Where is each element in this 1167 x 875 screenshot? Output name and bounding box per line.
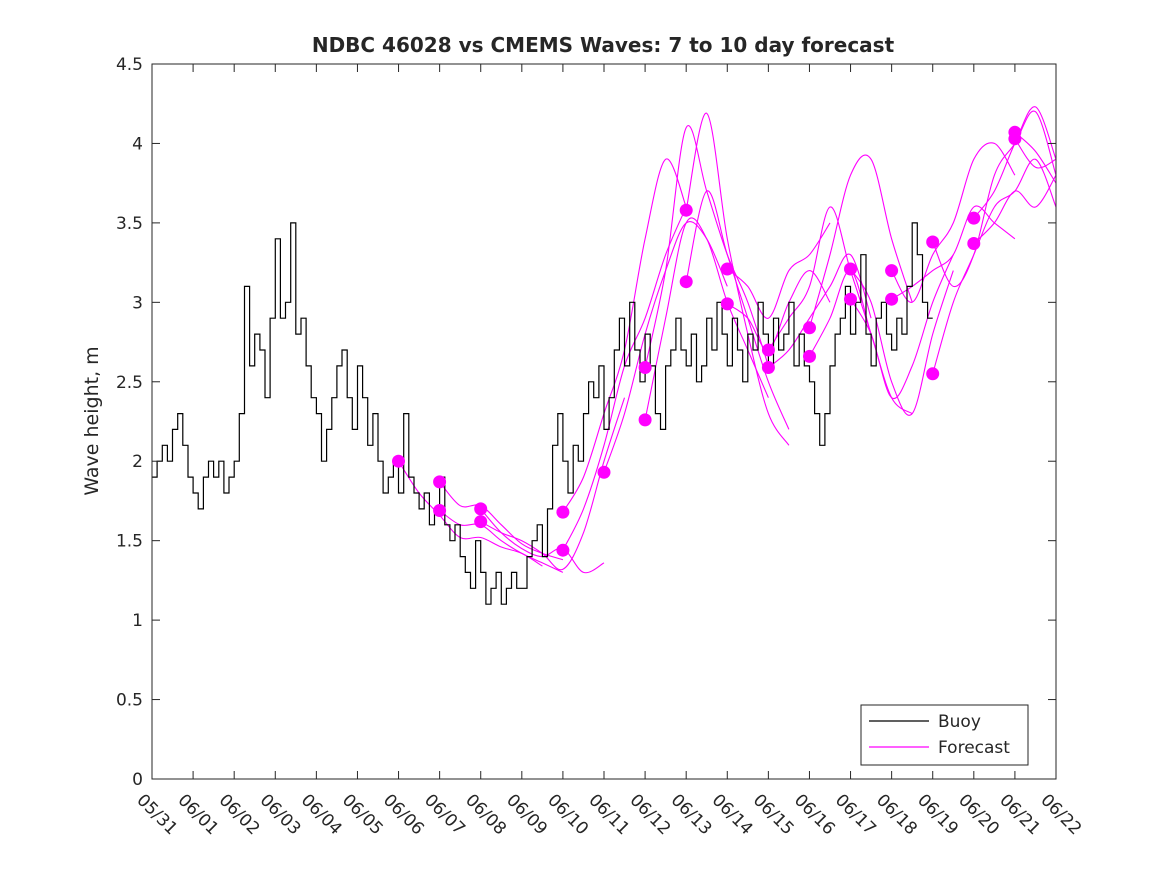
forecast-marker-3-0 <box>474 502 488 516</box>
forecast-marker-5-0 <box>556 505 570 519</box>
forecast-line-25 <box>973 174 1057 244</box>
legend-box <box>860 704 1029 766</box>
forecast-marker-12-0 <box>720 262 734 276</box>
y-tick-label: 2.5 <box>116 373 143 393</box>
y-tick-label: 3 <box>132 293 143 313</box>
forecast-marker-21-0 <box>885 292 899 306</box>
forecast-marker-7-0 <box>597 465 611 479</box>
forecast-marker-10-0 <box>679 203 693 217</box>
forecast-line-22 <box>932 110 1057 287</box>
forecast-marker-17-0 <box>803 349 816 363</box>
forecast-line-17 <box>809 270 913 415</box>
forecast-marker-0-0 <box>392 454 405 468</box>
forecast-marker-24-0 <box>967 211 981 225</box>
y-axis-label: Wave height, m <box>81 346 103 495</box>
forecast-line-23 <box>932 158 1057 374</box>
forecast-marker-4-0 <box>474 515 488 529</box>
y-tick-label: 2 <box>132 452 143 472</box>
legend-label: Buoy <box>938 712 981 732</box>
forecast-line-19 <box>850 254 954 400</box>
forecast-line-8 <box>644 125 769 368</box>
y-tick-label: 4 <box>132 134 143 154</box>
forecast-marker-23-0 <box>926 367 940 381</box>
forecast-marker-15-0 <box>761 361 775 374</box>
forecast-marker-8-0 <box>638 361 652 374</box>
forecast-marker-14-0 <box>761 343 775 357</box>
forecast-line-16 <box>808 154 913 328</box>
chart-title: NDBC 46028 vs CMEMS Waves: 7 to 10 day f… <box>312 33 895 57</box>
y-tick-label: 4.5 <box>116 55 143 75</box>
legend-label: Forecast <box>938 738 1010 758</box>
forecast-line-12 <box>726 222 831 319</box>
forecast-marker-2-0 <box>433 504 447 517</box>
forecast-marker-16-0 <box>803 321 816 335</box>
legend: Buoy Forecast <box>860 704 1029 766</box>
forecast-marker-18-0 <box>844 262 857 276</box>
forecast-marker-20-0 <box>885 264 899 278</box>
forecast-marker-9-0 <box>638 413 652 427</box>
y-tick-label: 1 <box>132 611 143 631</box>
forecast-marker-1-0 <box>433 475 447 489</box>
buoy-line <box>152 222 933 605</box>
forecast-marker-13-0 <box>720 297 734 311</box>
forecast-marker-6-0 <box>556 543 570 557</box>
forecast-line-15 <box>768 253 872 368</box>
y-tick-label: 3.5 <box>116 214 143 234</box>
y-tick-label: 0.5 <box>116 691 143 711</box>
forecast-marker-25-0 <box>967 237 981 250</box>
buoy-series <box>152 222 933 605</box>
forecast-marker-22-0 <box>926 235 940 249</box>
y-axis: 0 0.5 1 1.5 2 2.5 3 3.5 4 4.5 <box>116 55 1056 790</box>
forecast-line-27 <box>1014 138 1057 169</box>
forecast-line-4 <box>480 397 626 571</box>
forecast-marker-19-0 <box>844 292 857 306</box>
y-tick-label: 0 <box>132 770 143 790</box>
forecast-marker-27-0 <box>1008 132 1022 146</box>
y-tick-label: 1.5 <box>116 532 143 552</box>
forecast-line-20 <box>891 142 1016 303</box>
forecast-line-5 <box>562 158 687 513</box>
forecast-line-11 <box>685 190 790 430</box>
forecast-markers <box>392 125 1022 557</box>
forecast-marker-11-0 <box>679 275 693 289</box>
forecast-line-18 <box>850 268 954 416</box>
